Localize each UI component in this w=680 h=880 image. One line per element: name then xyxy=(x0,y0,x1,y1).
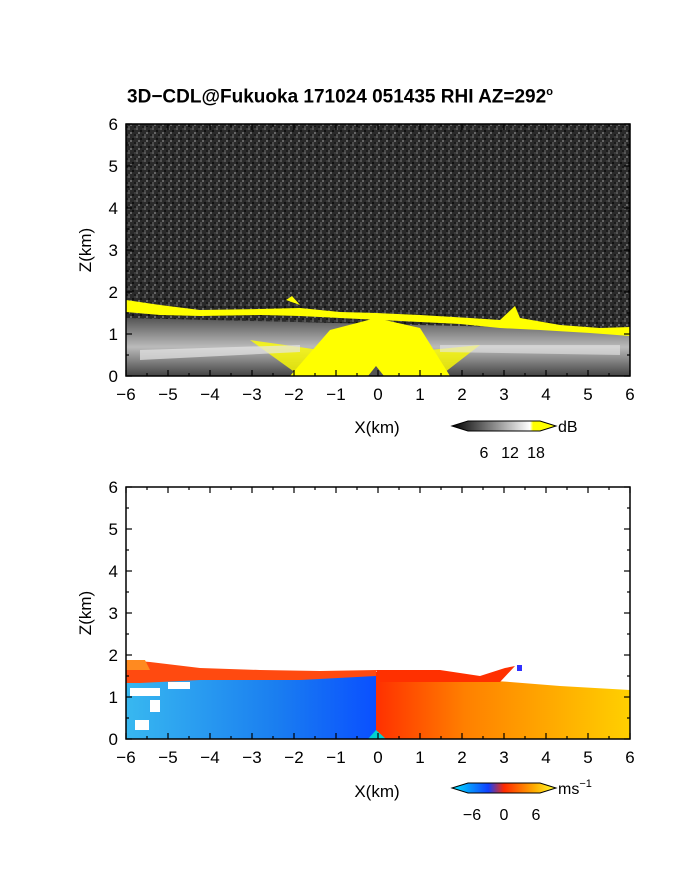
colorbar-db: dB 6 12 18 xyxy=(450,419,578,462)
axes-ticks: −6 −5 −4 −3 −2 −1 0 1 2 3 4 5 6 0 1 2 3 4 5 6 xyxy=(109,478,635,767)
tick-label: 5 xyxy=(109,157,118,176)
colorbar-unit: ms−1 xyxy=(558,778,592,798)
colorbar-tick-label: 6 xyxy=(480,445,489,462)
axes-ticks: −6 −5 −4 −3 −2 −1 0 1 2 3 4 5 6 0 1 2 3 4 5 6 xyxy=(109,115,635,404)
tick-label: 5 xyxy=(583,748,592,767)
tick-label: 4 xyxy=(109,562,118,581)
tick-label: 2 xyxy=(109,646,118,665)
tick-label: −2 xyxy=(284,748,303,767)
tick-label: 1 xyxy=(415,748,424,767)
tick-label: −6 xyxy=(116,385,135,404)
tick-label: 6 xyxy=(625,385,634,404)
tick-label: 1 xyxy=(109,688,118,707)
tick-label: 2 xyxy=(457,385,466,404)
tick-label: −3 xyxy=(242,748,261,767)
tick-label: 4 xyxy=(541,385,550,404)
colorbar-tick-label: 6 xyxy=(532,807,541,824)
y-axis-label: Z(km) xyxy=(76,228,95,272)
tick-label: −1 xyxy=(326,385,345,404)
tick-label: −6 xyxy=(116,748,135,767)
tick-label: −2 xyxy=(284,385,303,404)
tick-label: 6 xyxy=(625,748,634,767)
colorbar-gradient xyxy=(450,420,558,432)
colorbar-tick-label: −6 xyxy=(463,807,481,824)
tick-label: 0 xyxy=(373,385,382,404)
tick-label: 4 xyxy=(109,199,118,218)
tick-label: 1 xyxy=(109,325,118,344)
tick-label: −4 xyxy=(200,385,219,404)
velocity-panel: −6 −5 −4 −3 −2 −1 0 1 2 3 4 5 6 0 1 2 3 4 5 6 X(km) Z(km) m… xyxy=(76,478,635,824)
colorbar-tick-label: 18 xyxy=(527,445,545,462)
x-axis-label: X(km) xyxy=(354,782,399,801)
tick-label: −4 xyxy=(200,748,219,767)
colorbar-gradient xyxy=(450,782,558,794)
figure-title: 3D−CDL@Fukuoka 171024 051435 RHI AZ=292o xyxy=(127,86,553,108)
colorbar-tick-label: 0 xyxy=(500,807,509,824)
tick-label: 3 xyxy=(109,604,118,623)
colorbar-velocity: ms−1 −6 0 6 xyxy=(450,778,592,824)
tick-label: −1 xyxy=(326,748,345,767)
tick-label: −3 xyxy=(242,385,261,404)
reflectivity-image xyxy=(126,124,630,376)
tick-label: 3 xyxy=(499,748,508,767)
tick-label: 6 xyxy=(109,115,118,134)
tick-label: 5 xyxy=(583,385,592,404)
x-axis-label: X(km) xyxy=(354,418,399,437)
tick-label: −5 xyxy=(158,385,177,404)
tick-label: 4 xyxy=(541,748,550,767)
tick-label: 2 xyxy=(109,283,118,302)
tick-label: 3 xyxy=(109,241,118,260)
velocity-image xyxy=(126,487,630,739)
tick-label: 3 xyxy=(499,385,508,404)
tick-label: 2 xyxy=(457,748,466,767)
colorbar-tick-label: 12 xyxy=(501,445,519,462)
tick-label: 0 xyxy=(373,748,382,767)
tick-label: 0 xyxy=(109,730,118,749)
tick-label: 5 xyxy=(109,520,118,539)
tick-label: 0 xyxy=(109,367,118,386)
tick-label: −5 xyxy=(158,748,177,767)
tick-label: 1 xyxy=(415,385,424,404)
colorbar-unit: dB xyxy=(558,419,578,436)
tick-label: 6 xyxy=(109,478,118,497)
y-axis-label: Z(km) xyxy=(76,591,95,635)
